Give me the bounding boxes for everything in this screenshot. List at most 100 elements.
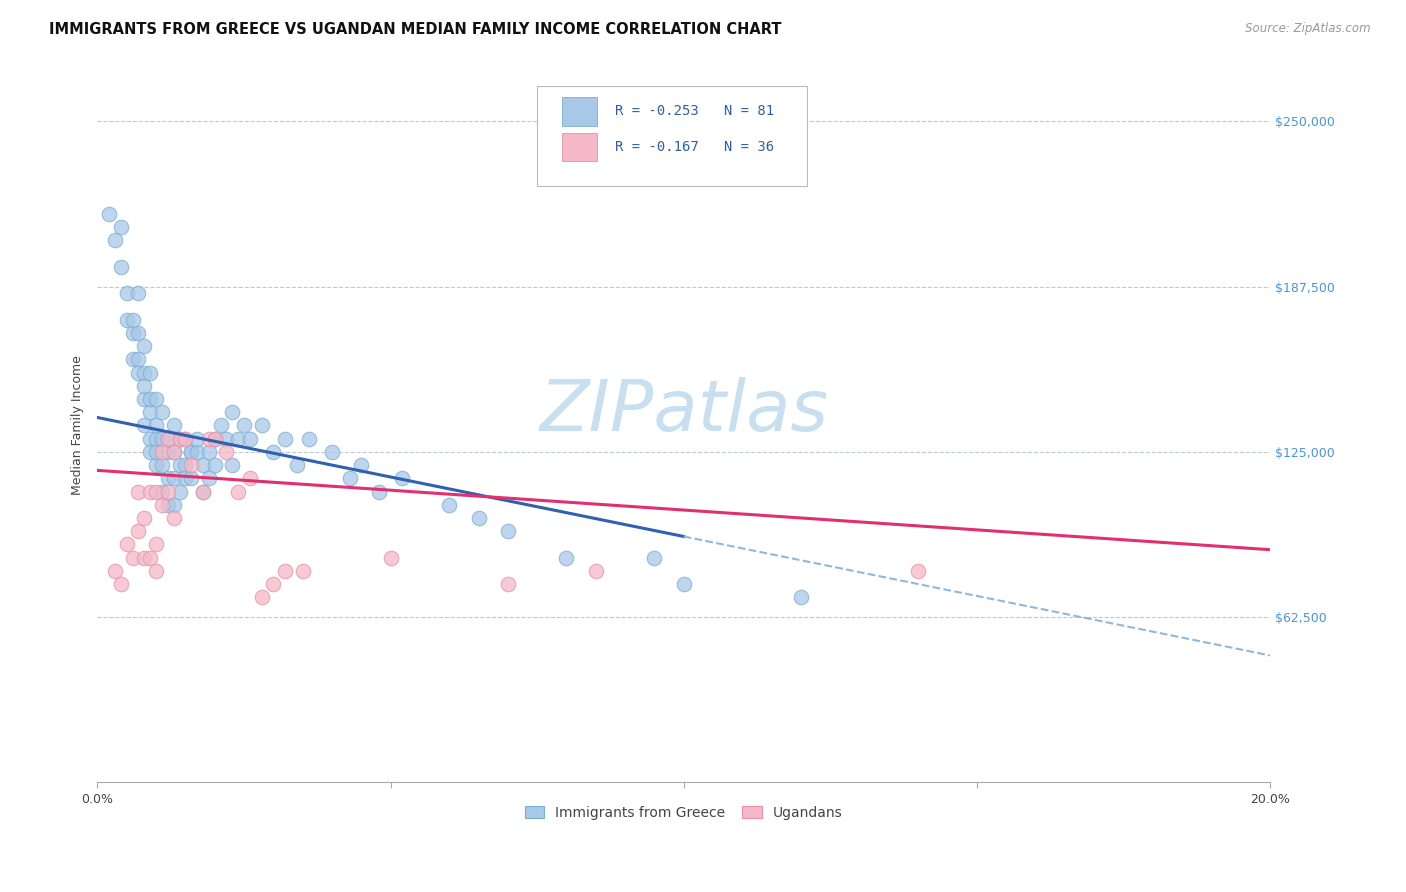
Point (226, 432, 249, 446)
Point (150, 484, 173, 499)
Point (121, 550, 143, 565)
Point (110, 577, 132, 591)
Point (285, 458, 308, 472)
Point (104, 233, 127, 247)
FancyBboxPatch shape (562, 97, 598, 126)
Point (191, 484, 214, 499)
Point (139, 445, 162, 459)
Point (169, 484, 191, 499)
Point (110, 220, 132, 235)
Point (790, 591, 813, 605)
Point (163, 418, 186, 433)
Point (134, 378, 156, 392)
Point (145, 392, 167, 406)
Point (156, 498, 179, 512)
Point (150, 445, 173, 459)
Point (115, 537, 138, 551)
Point (191, 458, 214, 472)
Point (121, 352, 143, 367)
Point (145, 564, 167, 578)
Point (291, 564, 314, 578)
Point (134, 392, 156, 406)
Point (198, 471, 221, 485)
Point (163, 471, 186, 485)
Point (139, 405, 162, 419)
Point (134, 339, 156, 353)
Point (191, 484, 214, 499)
Point (163, 511, 186, 525)
Point (221, 458, 243, 472)
Point (127, 484, 149, 499)
Point (134, 511, 156, 525)
Point (233, 418, 256, 433)
Point (163, 445, 186, 459)
Point (98, 207, 121, 221)
Point (145, 537, 167, 551)
Point (121, 312, 143, 326)
Point (169, 458, 191, 472)
Point (274, 432, 297, 446)
Point (204, 458, 226, 472)
Point (121, 326, 143, 340)
Point (209, 418, 232, 433)
Point (150, 405, 173, 419)
Point (204, 432, 226, 446)
Point (339, 471, 361, 485)
Point (134, 418, 156, 433)
Point (496, 577, 519, 591)
Point (156, 432, 179, 446)
Point (145, 484, 167, 499)
Point (367, 484, 389, 499)
Point (156, 484, 179, 499)
Point (145, 418, 167, 433)
Point (139, 484, 162, 499)
Point (174, 432, 197, 446)
Point (262, 577, 284, 591)
Point (115, 312, 138, 326)
Point (145, 445, 167, 459)
Point (496, 524, 519, 538)
Point (643, 550, 665, 565)
Point (215, 445, 238, 459)
Point (186, 432, 208, 446)
FancyBboxPatch shape (537, 87, 807, 186)
Point (127, 524, 149, 538)
Point (150, 498, 173, 512)
Point (127, 366, 149, 380)
Point (262, 445, 284, 459)
Point (239, 432, 262, 446)
Text: ZIPatlas: ZIPatlas (540, 376, 828, 446)
Point (198, 445, 221, 459)
Point (139, 550, 162, 565)
Point (350, 458, 373, 472)
Point (204, 432, 226, 446)
Point (134, 366, 156, 380)
Point (380, 550, 402, 565)
Point (163, 498, 186, 512)
Point (907, 564, 929, 578)
Point (127, 286, 149, 301)
Point (180, 445, 202, 459)
Point (139, 366, 162, 380)
Point (250, 591, 273, 605)
FancyBboxPatch shape (562, 133, 598, 161)
Point (391, 471, 413, 485)
Point (585, 564, 607, 578)
Y-axis label: Median Family Income: Median Family Income (72, 356, 84, 495)
Point (156, 471, 179, 485)
Text: Source: ZipAtlas.com: Source: ZipAtlas.com (1246, 22, 1371, 36)
Point (180, 471, 202, 485)
Text: IMMIGRANTS FROM GREECE VS UGANDAN MEDIAN FAMILY INCOME CORRELATION CHART: IMMIGRANTS FROM GREECE VS UGANDAN MEDIAN… (49, 22, 782, 37)
Point (127, 326, 149, 340)
Point (221, 405, 243, 419)
Point (174, 471, 197, 485)
Point (127, 352, 149, 367)
Point (156, 432, 179, 446)
Point (198, 432, 221, 446)
Legend: Immigrants from Greece, Ugandans: Immigrants from Greece, Ugandans (519, 800, 848, 825)
Point (174, 458, 197, 472)
Point (226, 484, 249, 499)
Point (169, 432, 191, 446)
Point (163, 445, 186, 459)
Point (145, 458, 167, 472)
